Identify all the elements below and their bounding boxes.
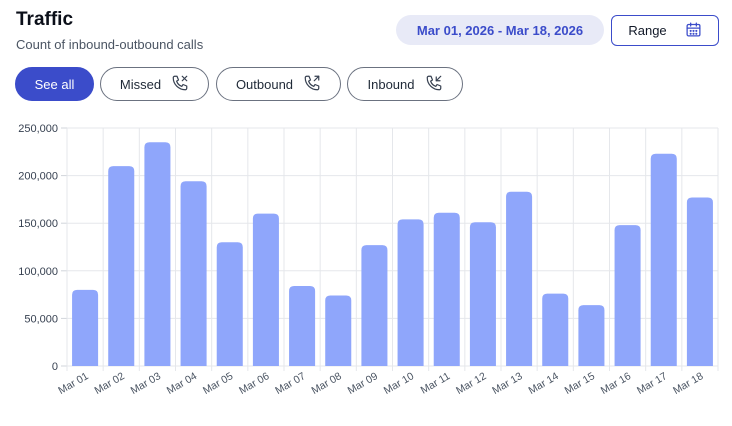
bar-mar-10: [397, 219, 424, 366]
x-tick-label: Mar 01: [56, 370, 90, 397]
bar-mar-12: [469, 222, 496, 366]
x-tick-label: Mar 12: [454, 370, 488, 397]
date-range-text: Mar 01, 2026 - Mar 18, 2026: [416, 22, 584, 38]
bar-mar-05: [216, 242, 243, 366]
bar-mar-15: [578, 305, 605, 366]
x-tick-label: Mar 10: [382, 370, 416, 397]
x-tick-label: Mar 09: [346, 370, 380, 397]
filter-label: Missed: [119, 76, 162, 92]
bar-mar-13: [506, 191, 533, 366]
bar-mar-01: [72, 289, 99, 366]
bar-mar-16: [614, 225, 641, 366]
filter-label: See all: [34, 76, 75, 92]
y-tick-label: 100,000: [18, 266, 58, 278]
phone-incoming-icon: [425, 74, 443, 95]
y-tick-label: 150,000: [18, 218, 58, 230]
chart-title: Traffic: [16, 9, 74, 30]
bar-mar-04: [180, 181, 207, 366]
range-button[interactable]: Range: [611, 15, 719, 46]
bar-mar-18: [686, 197, 713, 366]
x-tick-label: Mar 11: [419, 370, 453, 396]
x-tick-label: Mar 08: [309, 370, 343, 397]
bar-mar-14: [542, 293, 569, 366]
bar-mar-09: [361, 245, 388, 366]
bar-mar-02: [108, 166, 135, 366]
bar-chart: 0 50,000 100,000 150,000 200,000 250,000 Mar 0…: [18, 123, 719, 397]
x-tick-label: Mar 04: [165, 370, 199, 397]
x-tick-label: Mar 05: [201, 370, 235, 397]
x-tick-label: Mar 17: [635, 370, 669, 397]
x-tick-label: Mar 03: [129, 370, 163, 397]
x-tick-label: Mar 15: [563, 370, 597, 397]
x-tick-label: Mar 06: [237, 370, 271, 397]
bar-mar-06: [252, 213, 279, 366]
x-tick-label: Mar 07: [273, 370, 307, 397]
filter-see-all-button[interactable]: See all: [15, 67, 94, 101]
bar-mar-08: [325, 295, 352, 366]
bar-mar-11: [433, 212, 460, 366]
filter-label: Outbound: [235, 76, 294, 92]
bar-mar-17: [650, 153, 677, 366]
filter-missed-button[interactable]: Missed: [100, 67, 209, 101]
y-tick-label: 200,000: [18, 171, 58, 183]
y-tick-label: 0: [52, 361, 58, 373]
filter-outbound-button[interactable]: Outbound: [216, 67, 341, 101]
x-tick-label: Mar 13: [490, 370, 524, 397]
date-range-display[interactable]: Mar 01, 2026 - Mar 18, 2026: [396, 15, 604, 45]
phone-outgoing-icon: [303, 74, 321, 95]
x-tick-label: Mar 18: [671, 370, 705, 397]
x-tick-label: Mar 02: [92, 370, 126, 397]
chart-subtitle: Count of inbound-outbound calls: [16, 37, 204, 52]
filter-label: Inbound: [367, 76, 415, 92]
range-button-label: Range: [628, 23, 667, 38]
x-tick-label: Mar 14: [526, 370, 560, 397]
phone-missed-icon: [171, 74, 189, 95]
bar-mar-07: [289, 286, 316, 366]
x-tick-label: Mar 16: [599, 370, 633, 397]
y-tick-label: 250,000: [18, 123, 58, 135]
bar-mar-03: [144, 142, 171, 366]
y-tick-label: 50,000: [24, 313, 58, 325]
filter-inbound-button[interactable]: Inbound: [347, 67, 463, 101]
calendar-icon: [685, 21, 702, 41]
